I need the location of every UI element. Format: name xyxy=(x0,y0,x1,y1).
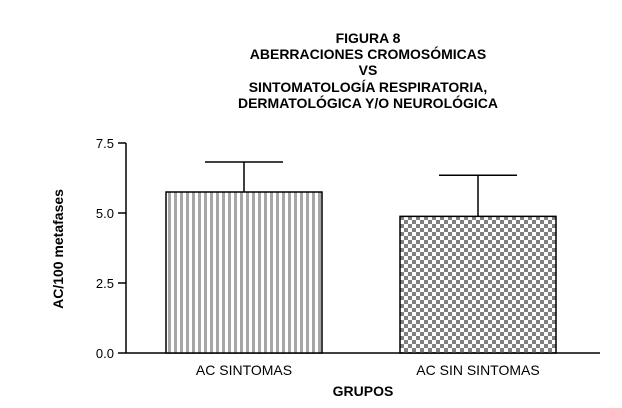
x-category-label: AC SINTOMAS xyxy=(196,362,292,378)
y-tick-label: 5.0 xyxy=(96,206,114,221)
chart-title: FIGURA 8 ABERRACIONES CROMOSÓMICAS VS SI… xyxy=(238,30,498,111)
title-line-3: VS xyxy=(359,62,378,78)
y-tick-label: 7.5 xyxy=(96,136,114,151)
bar-1 xyxy=(165,191,323,354)
title-line-2: ABERRACIONES CROMOSÓMICAS xyxy=(250,45,486,62)
title-line-4: SINTOMATOLOGÍA RESPIRATORIA, xyxy=(249,79,488,95)
bar-2 xyxy=(399,215,557,354)
title-line-5: DERMATOLÓGICA Y/O NEUROLÓGICA xyxy=(238,94,498,111)
title-line-1: FIGURA 8 xyxy=(336,30,401,46)
plot-area: 0.0 2.5 5.0 7.5 AC SINTOMAS AC SIN SINTOMAS xyxy=(96,136,600,378)
y-axis-label: AC/100 metafases xyxy=(50,189,66,309)
x-axis-label: GRUPOS xyxy=(333,383,394,399)
y-tick-label: 2.5 xyxy=(96,276,114,291)
x-category-label: AC SIN SINTOMAS xyxy=(416,362,539,378)
y-tick-label: 0.0 xyxy=(96,346,114,361)
